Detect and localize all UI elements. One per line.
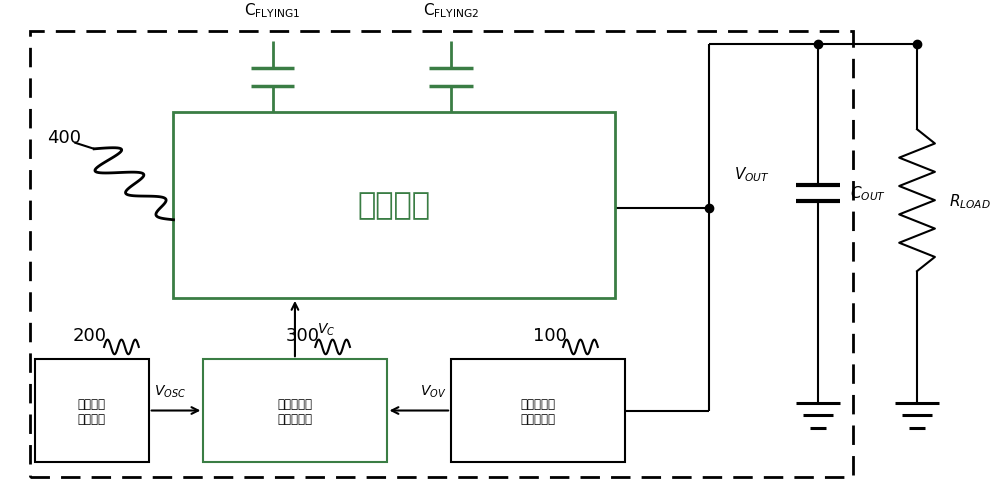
Text: $C_{OUT}$: $C_{OUT}$	[850, 184, 886, 203]
Text: $V_{OUT}$: $V_{OUT}$	[734, 165, 769, 183]
Bar	[30, 33, 853, 476]
Text: 100: 100	[533, 326, 567, 344]
Text: 400: 400	[47, 128, 81, 146]
Text: $V_{OSC}$: $V_{OSC}$	[154, 383, 186, 399]
Text: 过压保护信
号产生模块: 过压保护信 号产生模块	[520, 397, 555, 425]
Bar	[451, 359, 625, 462]
Text: $\mathregular{C}_{\mathregular{FLYING1}}$: $\mathregular{C}_{\mathregular{FLYING1}}…	[244, 2, 301, 20]
Text: $R_{LOAD}$: $R_{LOAD}$	[949, 191, 991, 210]
Text: 300: 300	[285, 326, 319, 344]
Text: 升压控制信
号产生模块: 升压控制信 号产生模块	[277, 397, 312, 425]
Text: $\mathregular{C}_{\mathregular{FLYING2}}$: $\mathregular{C}_{\mathregular{FLYING2}}…	[423, 2, 479, 20]
Bar	[35, 359, 149, 462]
Text: 工作时钟
产生模块: 工作时钟 产生模块	[78, 397, 106, 425]
Text: 升压模块: 升压模块	[358, 191, 431, 220]
Bar	[173, 113, 615, 299]
Text: 200: 200	[72, 326, 106, 344]
Text: $V_{OV}$: $V_{OV}$	[420, 383, 446, 399]
Text: $V_C$: $V_C$	[317, 321, 335, 337]
Bar	[203, 359, 387, 462]
